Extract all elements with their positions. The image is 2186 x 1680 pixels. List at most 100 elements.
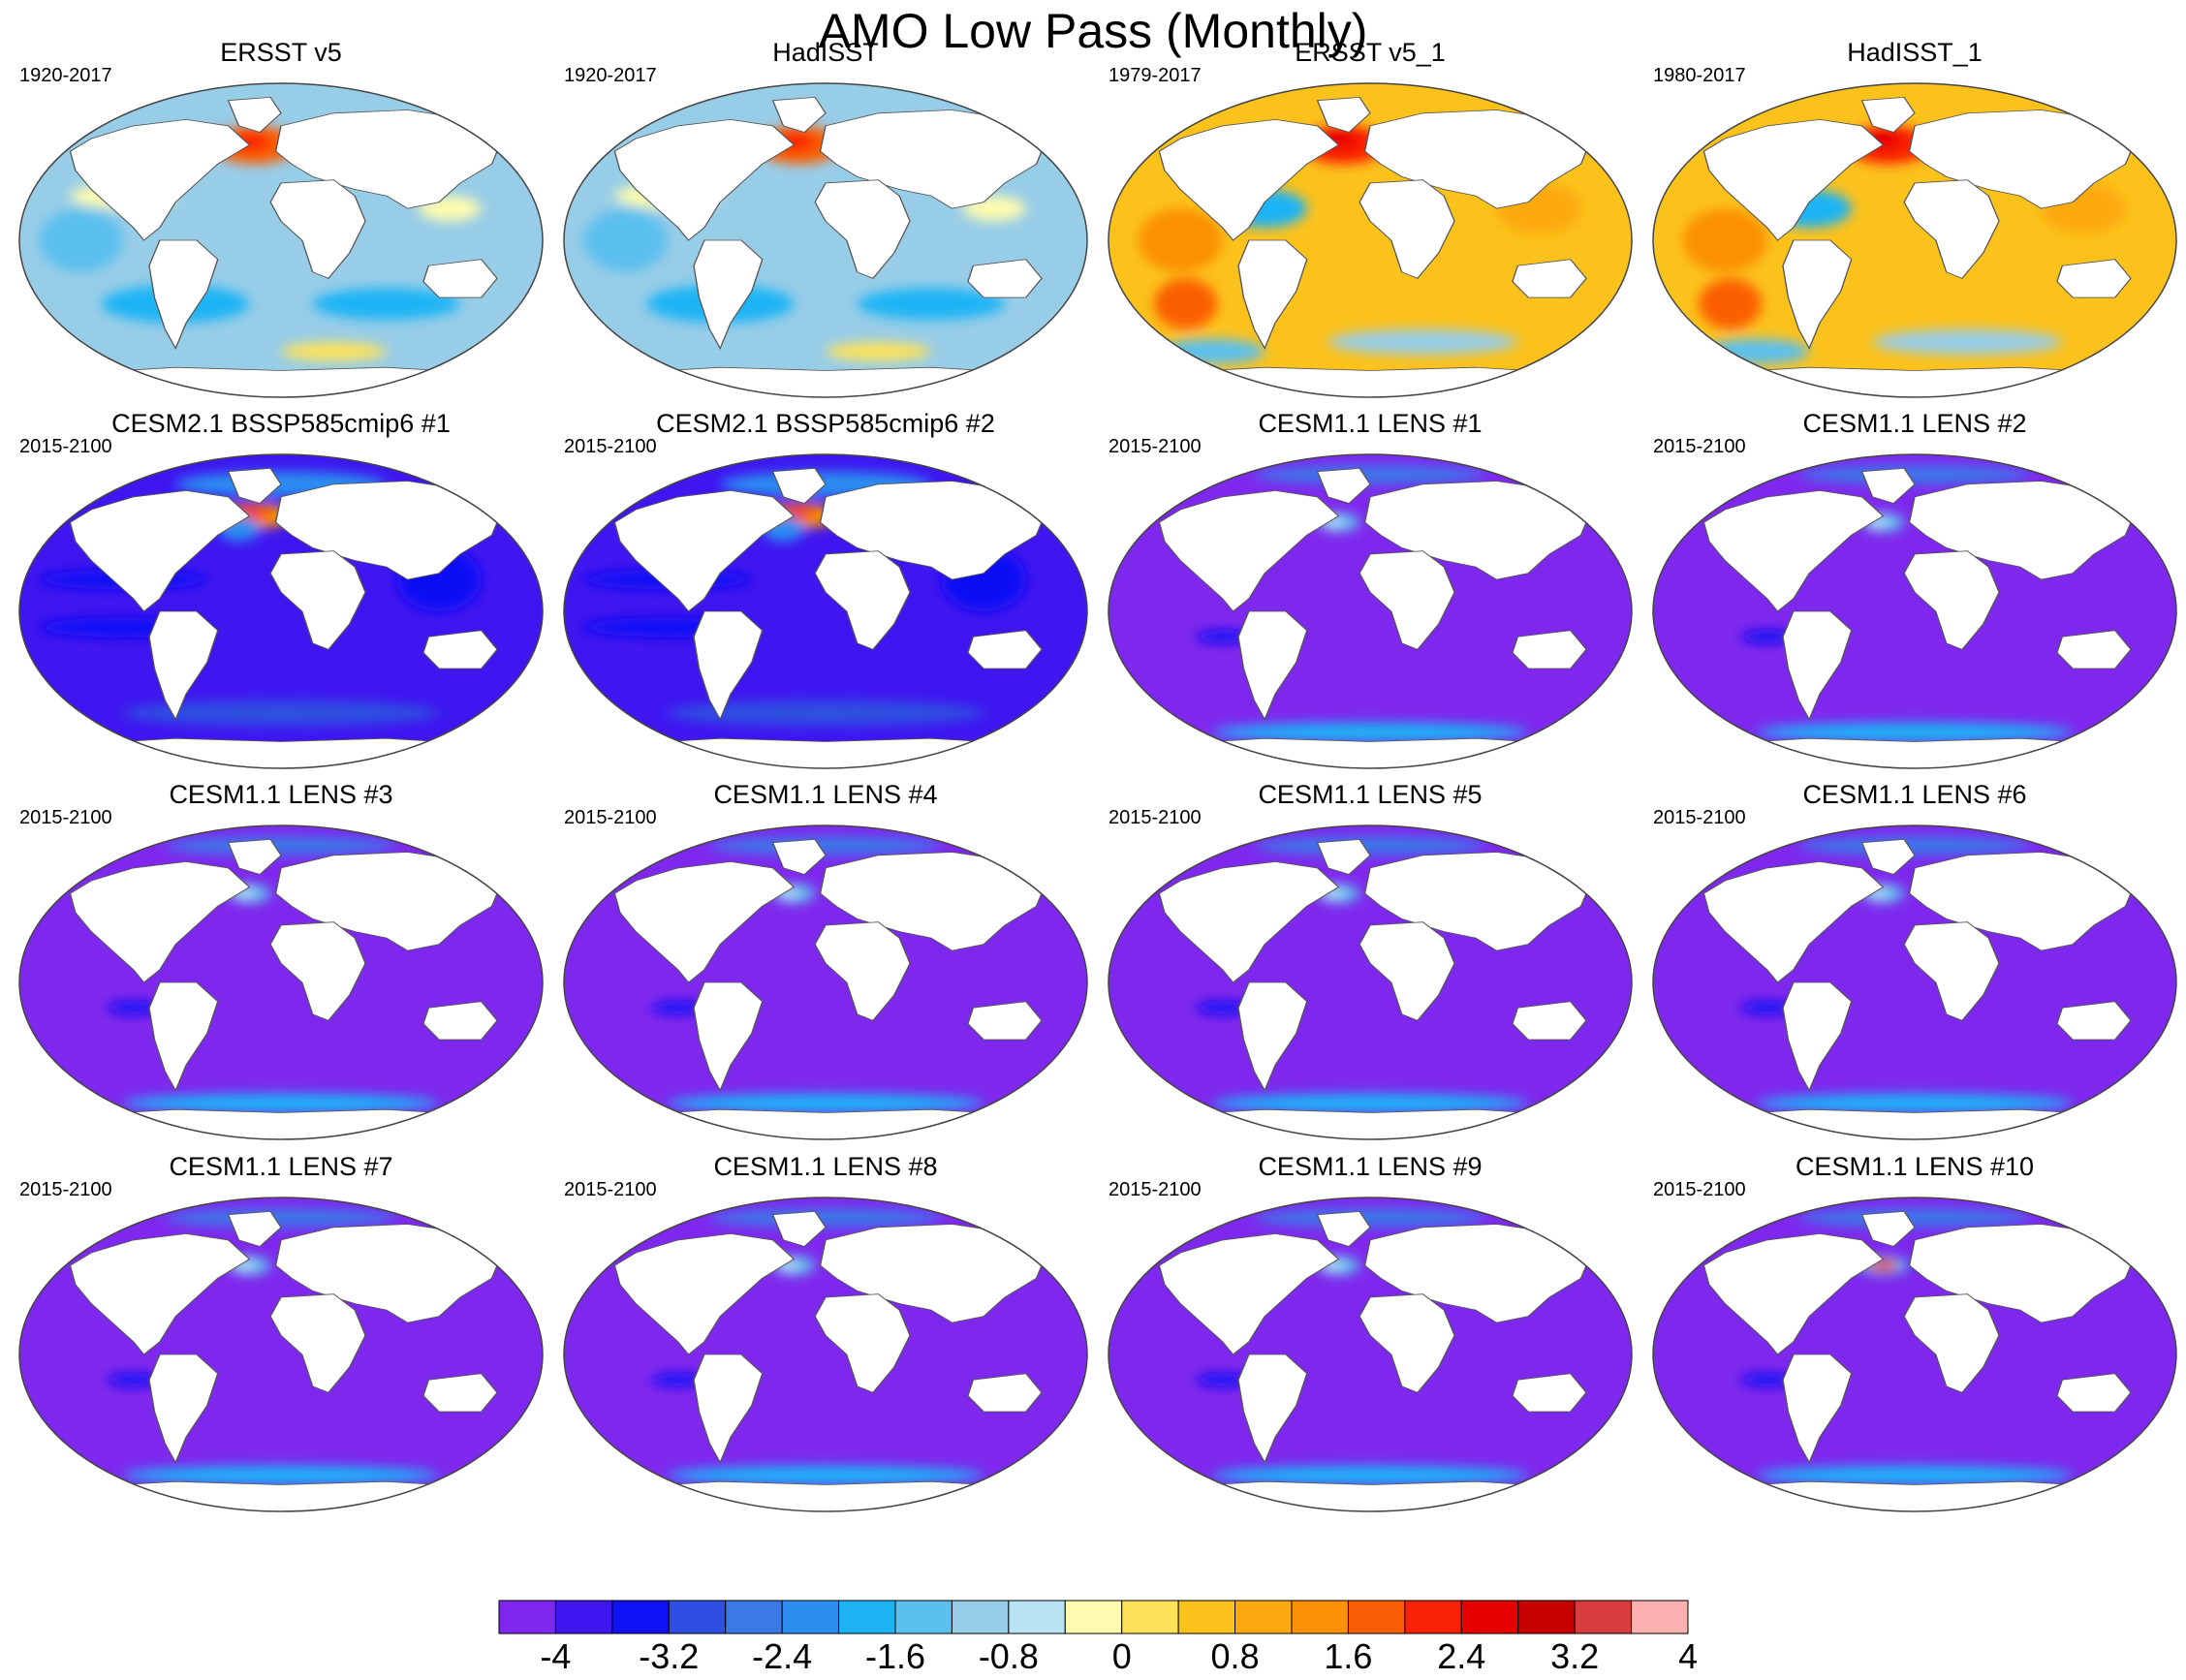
land-australia [422,630,498,669]
land-africa [814,550,911,650]
anomaly-region [1798,836,2031,856]
anomaly-region [1740,1001,1794,1014]
land-samerica [1237,981,1308,1092]
land-namerica [1702,860,1885,983]
land-namerica [1158,860,1340,983]
land-namerica [1158,1232,1340,1355]
map-panel: CESM1.1 LENS #2 2015-2100 [1643,408,2186,769]
land-greenland [771,96,827,134]
panel-title: ERSST v5 [220,38,342,67]
robinson-map [1108,1197,1633,1512]
panel-period: 1920-2017 [564,65,657,86]
anomaly-region [1872,328,2063,356]
map-boundary [1652,1197,2177,1512]
colorbar-tick-label: -4 [540,1636,572,1676]
panel-title: CESM2.1 BSSP585cmip6 #1 [111,409,451,438]
map-panel: CESM2.1 BSSP585cmip6 #2 2015-2100 [554,408,1097,769]
robinson-map [1108,453,1633,769]
land-australia [967,1001,1043,1041]
robinson-map [18,82,544,398]
anomaly-region [1196,630,1249,643]
land-africa [269,1293,366,1393]
land-africa [1903,1293,2000,1393]
panel-period: 1980-2017 [1653,65,1746,86]
panel-period: 2015-2100 [19,807,112,828]
land-africa [1903,550,2000,650]
robinson-map [563,453,1088,769]
land-greenland [1860,838,1916,876]
land-samerica [1782,1353,1853,1464]
anomaly-region [1196,1001,1249,1014]
map-panel: ERSST v5 1920-2017 [10,37,552,398]
anomaly-region [1211,722,1529,742]
panel-period: 2015-2100 [564,436,657,457]
land-australia [2056,630,2132,669]
land-samerica [148,610,219,721]
colorbar-tick-label: 0 [1111,1636,1132,1676]
map-boundary [18,824,544,1140]
anomaly-region [709,836,942,856]
anomaly-region [1875,1261,1891,1269]
land-antarctica [613,737,1038,768]
map-panel: CESM1.1 LENS #6 2015-2100 [1643,779,2186,1140]
map-boundary [18,1197,544,1512]
anomaly-region [667,700,984,727]
land-australia [967,1373,1043,1413]
map-panel: CESM1.1 LENS #9 2015-2100 [1099,1151,1641,1512]
map-panel: CESM2.1 BSSP585cmip6 #1 2015-2100 [10,408,552,769]
robinson-map [1108,824,1633,1140]
anomaly-region [122,1465,440,1485]
land-africa [1358,179,1455,279]
map-panel: CESM1.1 LENS #7 2015-2100 [10,1151,552,1512]
anomaly-region [1798,465,2031,484]
land-namerica [69,860,251,983]
land-australia [967,630,1043,669]
land-greenland [1860,1210,1916,1248]
colorbar-tick-label: -0.8 [978,1636,1039,1676]
anomaly-region [651,1001,704,1014]
land-samerica [148,981,219,1092]
land-australia [1512,1373,1587,1413]
anomaly-region [38,208,123,272]
colorbar-tick-label: 2.4 [1437,1636,1486,1676]
land-greenland [1860,96,1916,134]
land-africa [269,550,366,650]
land-namerica [69,118,251,241]
panel-period: 2015-2100 [1653,807,1746,828]
panel-title: CESM1.1 LENS #5 [1258,780,1483,809]
land-greenland [1316,96,1371,134]
land-antarctica [1702,366,2127,397]
anomaly-region [826,341,931,361]
land-namerica [1158,489,1340,612]
land-australia [967,259,1043,298]
land-namerica [613,489,796,612]
anomaly-region [1740,630,1794,643]
map-panel: CESM1.1 LENS #10 2015-2100 [1643,1151,2186,1512]
panel-title: HadISST_1 [1847,38,1983,67]
land-namerica [613,118,796,241]
land-greenland [1316,838,1371,876]
land-samerica [1782,239,1853,350]
anomaly-region [165,836,397,856]
map-boundary [563,1197,1088,1512]
land-antarctica [69,1480,493,1511]
land-antarctica [613,1480,1038,1511]
colorbar-tick-label: -3.2 [639,1636,700,1676]
panel-title: CESM1.1 LENS #4 [713,780,938,809]
map-boundary [1652,824,2177,1140]
land-australia [1512,259,1587,298]
land-namerica [613,1232,796,1355]
land-greenland [1316,467,1371,505]
land-africa [814,179,911,279]
panel-period: 2015-2100 [1653,1179,1746,1200]
panel-period: 2015-2100 [1109,436,1202,457]
land-australia [2056,1373,2132,1413]
anomaly-region [1798,1208,2031,1228]
map-panel: CESM1.1 LENS #5 2015-2100 [1099,779,1641,1140]
land-greenland [1316,1210,1371,1248]
anomaly-region [1254,836,1486,856]
anomaly-region [165,1208,397,1228]
panel-period: 2015-2100 [1109,807,1202,828]
anomaly-region [1698,278,1763,329]
